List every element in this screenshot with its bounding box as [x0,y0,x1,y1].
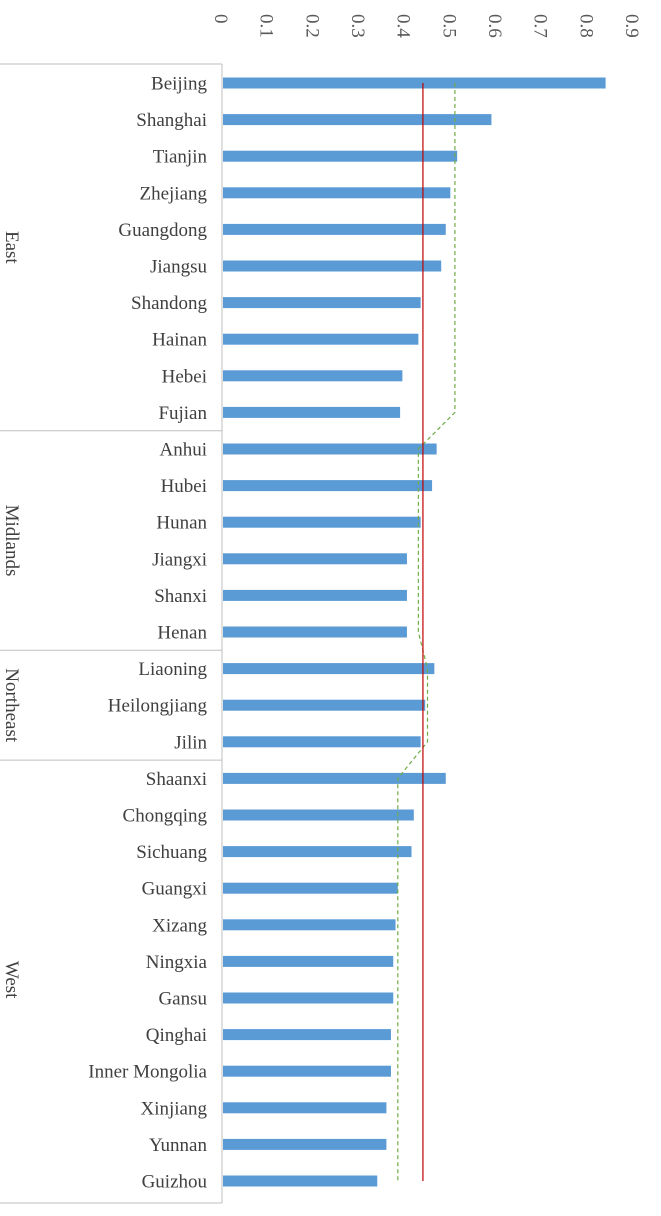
x-tick-label: 0.1 [256,14,277,38]
bar [223,516,421,528]
category-label: Heilongjiang [108,696,208,717]
bar [223,333,419,345]
category-label: Zhejiang [139,183,207,204]
x-tick-label: 0.3 [347,14,368,38]
bar [223,699,426,711]
bar [223,223,446,235]
bar [223,114,492,126]
category-label: Chongqing [123,806,208,827]
bar [223,553,407,565]
x-tick-label: 0.8 [575,14,596,38]
bar [223,955,394,967]
category-label: Qinghai [146,1025,207,1046]
category-label: Ningxia [146,952,208,973]
bar [223,370,403,382]
category-label: Guangxi [142,879,207,900]
group-label: Midlands [1,505,22,577]
category-label: Jiangxi [152,549,207,570]
category-label: Gansu [158,989,207,1010]
x-tick-label: 0.7 [530,14,551,38]
group-label: Northeast [1,668,22,743]
x-tick-label: 0 [210,14,231,24]
group-label: East [1,231,22,264]
bar [223,1029,391,1041]
category-label: Shanghai [136,110,207,131]
category-label: Xizang [152,915,207,936]
category-label: Jiangsu [150,257,208,278]
category-label: Beijing [151,74,207,95]
group-label: West [1,961,22,999]
bar [223,626,407,638]
category-label: Hainan [152,330,207,351]
bar [223,846,412,858]
bar [223,150,458,162]
bar [223,663,435,675]
bar [223,443,437,455]
category-label: Jilin [174,732,207,753]
category-label: Guangdong [118,220,207,241]
category-label: Xinjiang [141,1098,208,1119]
bar [223,772,446,784]
bar [223,77,606,89]
category-label: Tianjin [153,147,208,168]
bar [223,919,396,931]
bar [223,1138,387,1150]
x-tick-label: 0.5 [438,14,459,38]
category-label: Hebei [162,366,207,387]
category-label: Shanxi [154,586,207,607]
category-label: Yunnan [149,1135,208,1156]
bar [223,1175,378,1187]
category-label: Shandong [131,293,208,314]
x-tick-label: 0.9 [621,14,642,38]
x-tick-label: 0.2 [301,14,322,38]
category-label: Liaoning [138,659,207,680]
bar [223,1065,391,1077]
category-label: Hubei [161,476,207,497]
category-label: Shaanxi [146,769,207,790]
bar [223,589,407,601]
bar [223,736,421,748]
bar [223,882,398,894]
bar [223,992,394,1004]
bar [223,1102,387,1114]
x-tick-label: 0.6 [484,14,505,38]
category-label: Henan [157,623,207,644]
category-label: Inner Mongolia [88,1062,207,1083]
bar [223,187,451,199]
category-label: Sichuang [136,842,207,863]
x-tick-label: 0.4 [393,14,414,38]
category-label: Anhui [160,440,208,461]
bar [223,480,433,492]
category-label: Guizhou [142,1172,208,1193]
bar [223,406,401,418]
category-label: Hunan [156,513,207,534]
bar [223,260,442,272]
category-label: Fujian [158,403,207,424]
bar [223,297,421,309]
bar [223,809,414,821]
